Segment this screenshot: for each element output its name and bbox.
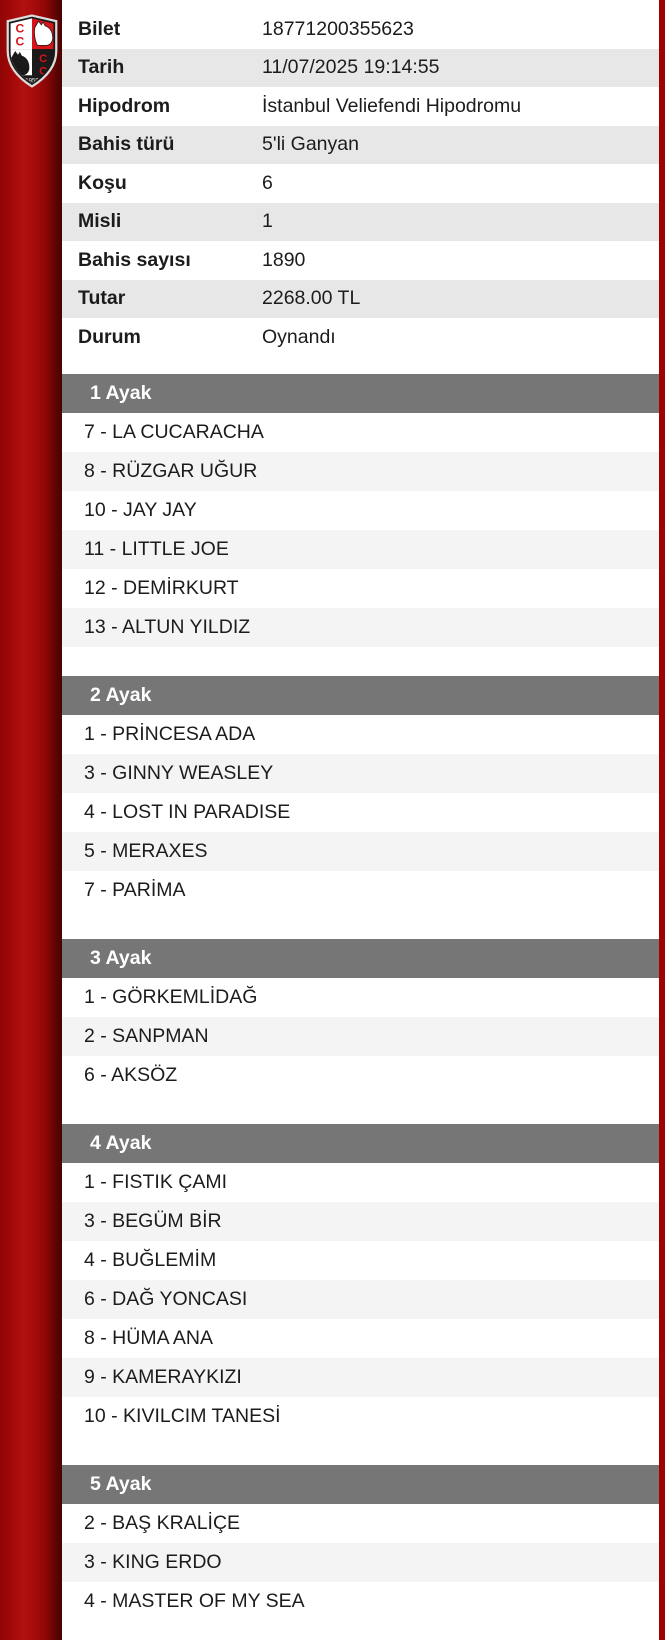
field-value: 18771200355623 bbox=[262, 17, 414, 40]
horse-row: 13 - ALTUN YILDIZ bbox=[62, 607, 659, 647]
field-label: Tarih bbox=[78, 56, 125, 79]
horse-row: 8 - HÜMA ANA bbox=[84, 1326, 213, 1349]
leg-section-5: 5 Ayak 2 - BAŞ KRALİÇE 3 - KING ERDO 4 -… bbox=[62, 1464, 659, 1621]
brand-sidebar: C C C C 1950 bbox=[0, 0, 62, 1640]
leg-section-2: 2 Ayak 1 - PRİNCESA ADA 3 - GINNY WEASLE… bbox=[62, 675, 659, 910]
crest-monogram-letter: C bbox=[15, 34, 24, 48]
horse-row: 4 - MASTER OF MY SEA bbox=[84, 1589, 305, 1612]
crest-monogram-letter: C bbox=[39, 53, 47, 65]
field-label: Durum bbox=[78, 325, 141, 348]
ticket-info-table: Bilet 18771200355623 Tarih 11/07/2025 19:1… bbox=[62, 0, 659, 357]
field-label: Bilet bbox=[78, 17, 121, 40]
field-value: 6 bbox=[262, 171, 273, 194]
horse-head-icon bbox=[34, 20, 54, 46]
leg-header: 3 Ayak bbox=[62, 938, 659, 978]
horse-row: 1 - PRİNCESA ADA bbox=[84, 722, 256, 745]
leg-header: 2 Ayak bbox=[62, 675, 659, 715]
crest-year-band bbox=[10, 75, 54, 84]
ticket-detail: Bilet 18771200355623 Tarih 11/07/2025 19:1… bbox=[62, 0, 659, 1621]
horse-row: 6 - DAĞ YONCASI bbox=[62, 1279, 659, 1319]
field-label: Tutar bbox=[78, 287, 126, 310]
ticket-field-row: Koşu 6 bbox=[62, 164, 659, 203]
ticket-field-row: Bilet 18771200355623 bbox=[62, 10, 659, 49]
leg-section-4: 4 Ayak 1 - FISTIK ÇAMI 3 - BEGÜM BİR 4 -… bbox=[62, 1123, 659, 1436]
horse-row: 3 - KING ERDO bbox=[62, 1542, 659, 1582]
horse-row: 3 - BEGÜM BİR bbox=[62, 1201, 659, 1241]
leg-section-3: 3 Ayak 1 - GÖRKEMLİDAĞ 2 - SANPMAN 6 - A… bbox=[62, 938, 659, 1095]
field-value: 5'li Ganyan bbox=[262, 133, 359, 156]
horse-row: 4 - LOST IN PARADISE bbox=[84, 800, 291, 823]
field-value: 1890 bbox=[262, 248, 306, 271]
horse-row: 2 - BAŞ KRALİÇE bbox=[84, 1511, 241, 1534]
crest-monogram-letter: C bbox=[39, 65, 47, 77]
horse-row: 1 - GÖRKEMLİDAĞ bbox=[84, 985, 258, 1008]
horse-row: 1 - FISTIK ÇAMI bbox=[84, 1170, 228, 1193]
jockey-club-crest-logo: C C C C 1950 bbox=[6, 14, 58, 88]
field-value: 11/07/2025 19:14:55 bbox=[262, 56, 440, 79]
horse-row: 7 - LA CUCARACHA bbox=[84, 420, 264, 443]
horse-row: 2 - SANPMAN bbox=[62, 1016, 659, 1056]
horse-row: 5 - MERAXES bbox=[62, 831, 659, 871]
field-value: İstanbul Veliefendi Hipodromu bbox=[262, 94, 522, 117]
crest-year-label: 1950 bbox=[25, 78, 39, 84]
leg-header: 1 Ayak bbox=[62, 373, 659, 413]
horse-row: 10 - JAY JAY bbox=[84, 498, 197, 521]
crest-monogram-letter: C bbox=[15, 21, 24, 35]
ticket-field-row: Tutar 2268.00 TL bbox=[62, 279, 659, 318]
right-edge-bar bbox=[659, 0, 665, 1640]
horse-row: 8 - RÜZGAR UĞUR bbox=[62, 451, 659, 491]
field-label: Hipodrom bbox=[78, 94, 171, 117]
leg-header: 4 Ayak bbox=[62, 1123, 659, 1163]
field-label: Bahis türü bbox=[78, 133, 175, 156]
field-label: Koşu bbox=[78, 171, 127, 194]
field-value: 1 bbox=[262, 210, 273, 233]
crest-quadrant-tl bbox=[10, 18, 32, 50]
horse-row: 12 - DEMİRKURT bbox=[84, 576, 239, 599]
horse-row: 6 - AKSÖZ bbox=[84, 1063, 178, 1086]
ticket-field-row: Misli 1 bbox=[62, 202, 659, 241]
field-label: Misli bbox=[78, 210, 122, 233]
ticket-field-row: Bahis sayısı 1890 bbox=[62, 241, 659, 280]
field-value: Oynandı bbox=[262, 325, 336, 348]
ticket-field-row: Bahis türü 5'li Ganyan bbox=[62, 125, 659, 164]
field-label: Bahis sayısı bbox=[78, 248, 191, 271]
field-value: 2268.00 TL bbox=[262, 287, 361, 310]
horse-row: 10 - KIVILCIM TANESİ bbox=[84, 1404, 281, 1427]
ticket-field-row: Tarih 11/07/2025 19:14:55 bbox=[62, 48, 659, 87]
horse-row: 3 - GINNY WEASLEY bbox=[62, 753, 659, 793]
leg-header: 5 Ayak bbox=[62, 1464, 659, 1504]
horse-row: 7 - PARİMA bbox=[84, 878, 186, 901]
horse-row: 11 - LITTLE JOE bbox=[62, 529, 659, 569]
horse-row: 4 - BUĞLEMİM bbox=[84, 1248, 217, 1271]
ticket-field-row: Durum Oynandı bbox=[62, 318, 659, 357]
horse-row: 9 - KAMERAYKIZI bbox=[62, 1357, 659, 1397]
ticket-field-row: Hipodrom İstanbul Veliefendi Hipodromu bbox=[62, 87, 659, 126]
leg-section-1: 1 Ayak 7 - LA CUCARACHA 8 - RÜZGAR UĞUR … bbox=[62, 373, 659, 647]
